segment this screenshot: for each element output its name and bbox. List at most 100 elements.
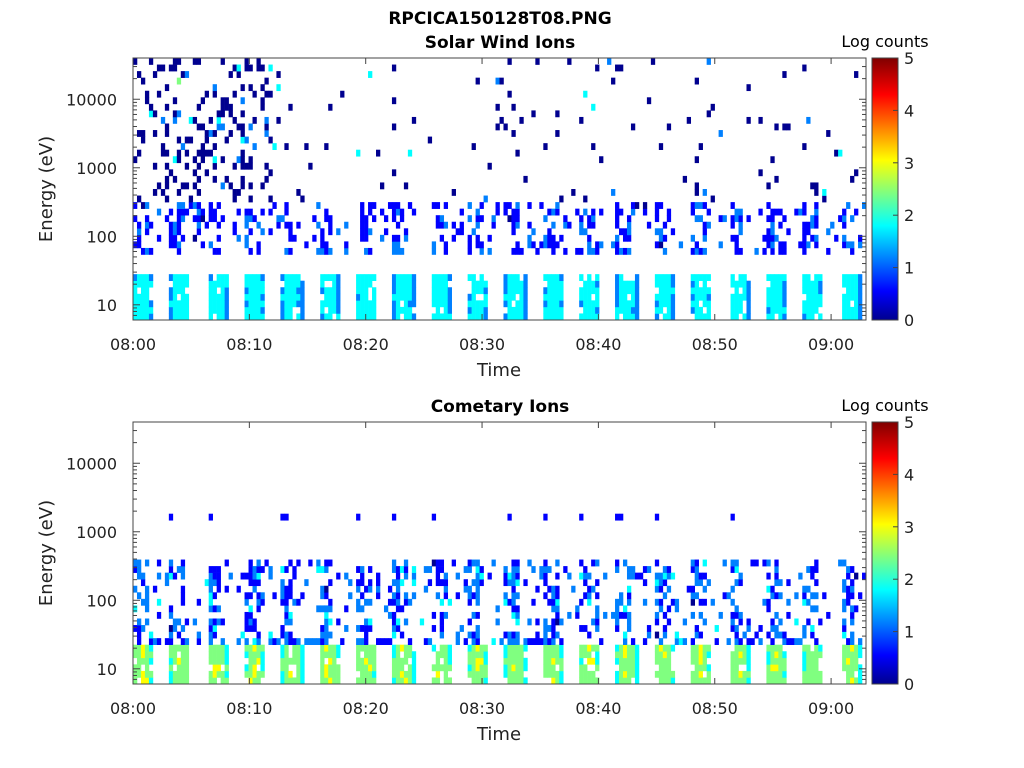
heatmap-cell <box>447 287 452 295</box>
heatmap-cell <box>806 670 811 678</box>
heatmap-cell <box>136 306 142 314</box>
heatmap-cell <box>288 313 293 321</box>
heatmap-cell <box>527 638 532 645</box>
heatmap-cell <box>168 572 174 580</box>
heatmap-cell <box>443 592 449 600</box>
heatmap-cell <box>547 625 552 632</box>
heatmap-cell <box>738 657 743 665</box>
heatmap-cell <box>252 274 257 281</box>
heatmap-cell <box>758 169 763 177</box>
heatmap-cell <box>766 234 771 242</box>
heatmap-cell <box>662 280 668 288</box>
heatmap-cell <box>443 287 449 295</box>
heatmap-cell <box>391 274 397 281</box>
heatmap-cell <box>483 300 488 308</box>
heatmap-cell <box>499 77 504 85</box>
heatmap-cell <box>395 677 401 685</box>
heatmap-cell <box>702 189 707 196</box>
heatmap-cell <box>539 202 544 209</box>
heatmap-cell <box>507 631 512 639</box>
heatmap-cell <box>806 116 811 124</box>
heatmap-cell <box>216 579 221 587</box>
heatmap-cell <box>180 313 186 321</box>
heatmap-cell <box>391 300 397 308</box>
heatmap-cell <box>746 664 751 672</box>
heatmap-cell <box>738 247 743 255</box>
heatmap-cell <box>304 579 309 587</box>
heatmap-cell <box>662 247 668 255</box>
heatmap-cell <box>626 651 632 659</box>
heatmap-cells <box>133 58 867 321</box>
heatmap-cell <box>658 644 664 652</box>
heatmap-cell <box>622 306 628 314</box>
heatmap-cell <box>399 306 405 314</box>
heatmap-cell <box>626 313 632 321</box>
heatmap-cell <box>555 598 560 606</box>
heatmap-cell <box>164 103 170 111</box>
heatmap-cell <box>770 156 775 164</box>
heatmap-cell <box>634 313 640 321</box>
heatmap-cell <box>531 598 536 606</box>
heatmap-cell <box>364 651 369 659</box>
heatmap-cell <box>583 228 588 236</box>
heatmap-cell <box>435 592 441 600</box>
heatmap-cell <box>587 677 592 685</box>
heatmap-cell <box>467 618 472 626</box>
heatmap-cell <box>543 559 548 567</box>
heatmap-cell <box>144 247 150 255</box>
heatmap-cell <box>148 677 154 685</box>
heatmap-cell <box>591 585 596 593</box>
heatmap-cell <box>431 241 437 249</box>
heatmap-cell <box>794 638 799 645</box>
heatmap-cell <box>818 287 823 295</box>
heatmap-cell <box>646 631 652 639</box>
heatmap-cell <box>770 670 775 678</box>
heatmap-cell <box>766 274 771 281</box>
heatmap-cell <box>543 306 548 314</box>
heatmap-cell <box>140 651 146 659</box>
heatmap-cell <box>336 293 341 301</box>
heatmap-cell <box>216 566 221 573</box>
heatmap-cell <box>431 287 437 295</box>
heatmap-cell <box>133 651 138 659</box>
heatmap-cell <box>499 638 504 645</box>
heatmap-cell <box>360 677 365 685</box>
heatmap-cell <box>615 605 620 613</box>
heatmap-cell <box>316 221 321 229</box>
heatmap-cell <box>531 638 536 645</box>
heatmap-cell <box>439 559 445 567</box>
heatmap-cell <box>435 221 441 229</box>
heatmap-cell <box>782 651 787 659</box>
heatmap-cell <box>511 228 516 236</box>
heatmap-cell <box>515 592 520 600</box>
heatmap-cell <box>360 592 365 600</box>
heatmap-cell <box>224 313 229 321</box>
heatmap-cell <box>622 234 628 242</box>
x-tick-label: 08:00 <box>110 699 156 718</box>
heatmap-cell <box>364 598 369 606</box>
heatmap-cell <box>527 241 532 249</box>
heatmap-cell <box>284 306 289 314</box>
heatmap-cell <box>511 287 516 295</box>
heatmap-cell <box>431 513 437 521</box>
heatmap-cell <box>758 625 763 632</box>
heatmap-cell <box>148 58 154 65</box>
heatmap-cell <box>694 156 699 164</box>
heatmap-cell <box>702 228 707 236</box>
heatmap-cell <box>180 215 186 223</box>
y-tick-label: 10000 <box>66 454 117 473</box>
heatmap-cell <box>475 598 480 606</box>
heatmap-cell <box>658 280 664 288</box>
heatmap-cell <box>296 300 301 308</box>
heatmap-cell <box>204 130 209 137</box>
panel-solar-wind: Solar Wind Ions 08:00 08:10 08:20 08:30 08:4… <box>36 32 929 381</box>
heatmap-cell <box>328 579 333 587</box>
heatmap-cell <box>264 130 269 137</box>
heatmap-cell <box>344 605 349 613</box>
heatmap-cell <box>694 287 699 295</box>
heatmap-cell <box>662 631 668 639</box>
heatmap-cell <box>148 313 154 321</box>
heatmap-cell <box>551 221 556 229</box>
heatmap-cell <box>702 572 707 580</box>
heatmap-cell <box>818 300 823 308</box>
